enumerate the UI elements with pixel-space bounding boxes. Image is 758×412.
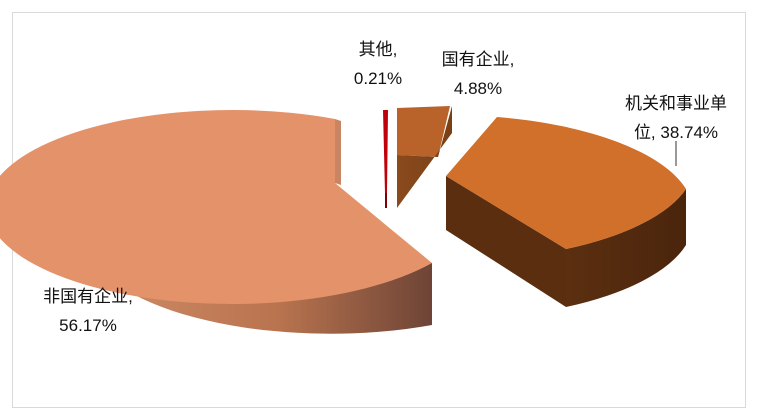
slice-government-institution-side	[566, 189, 686, 307]
data-label-state-enterprise: 国有企业, 4.88%	[442, 50, 515, 98]
slice-state-enterprise	[397, 106, 452, 208]
label-non-state-enterprise-name: 非国有企业,	[43, 287, 133, 306]
label-state-enterprise-value: 4.88%	[454, 79, 502, 98]
slice-non-state-enterprise	[0, 110, 432, 334]
label-government-institution-value: 位, 38.74%	[634, 123, 718, 142]
slice-state-enterprise-side	[397, 106, 452, 208]
label-other-name: 其他,	[359, 40, 398, 59]
slice-other-top	[383, 110, 388, 193]
label-state-enterprise-name: 国有企业,	[442, 50, 515, 69]
slice-government-institution	[446, 117, 686, 307]
slice-government-institution-top	[446, 117, 686, 249]
label-government-institution-name: 机关和事业单	[625, 94, 727, 113]
slice-other-side	[385, 193, 387, 208]
data-label-non-state-enterprise: 非国有企业, 56.17%	[43, 287, 133, 335]
slice-non-state-enterprise-top	[0, 110, 432, 304]
data-label-other: 其他, 0.21%	[354, 40, 402, 88]
label-other-value: 0.21%	[354, 69, 402, 88]
slice-state-enterprise-top	[397, 106, 450, 157]
slice-non-state-enterprise-cut	[335, 119, 341, 185]
data-label-government-institution: 机关和事业单 位, 38.74%	[625, 94, 727, 142]
label-non-state-enterprise-value: 56.17%	[59, 316, 117, 335]
slice-government-institution-cut	[446, 176, 566, 307]
slice-other	[383, 110, 388, 208]
